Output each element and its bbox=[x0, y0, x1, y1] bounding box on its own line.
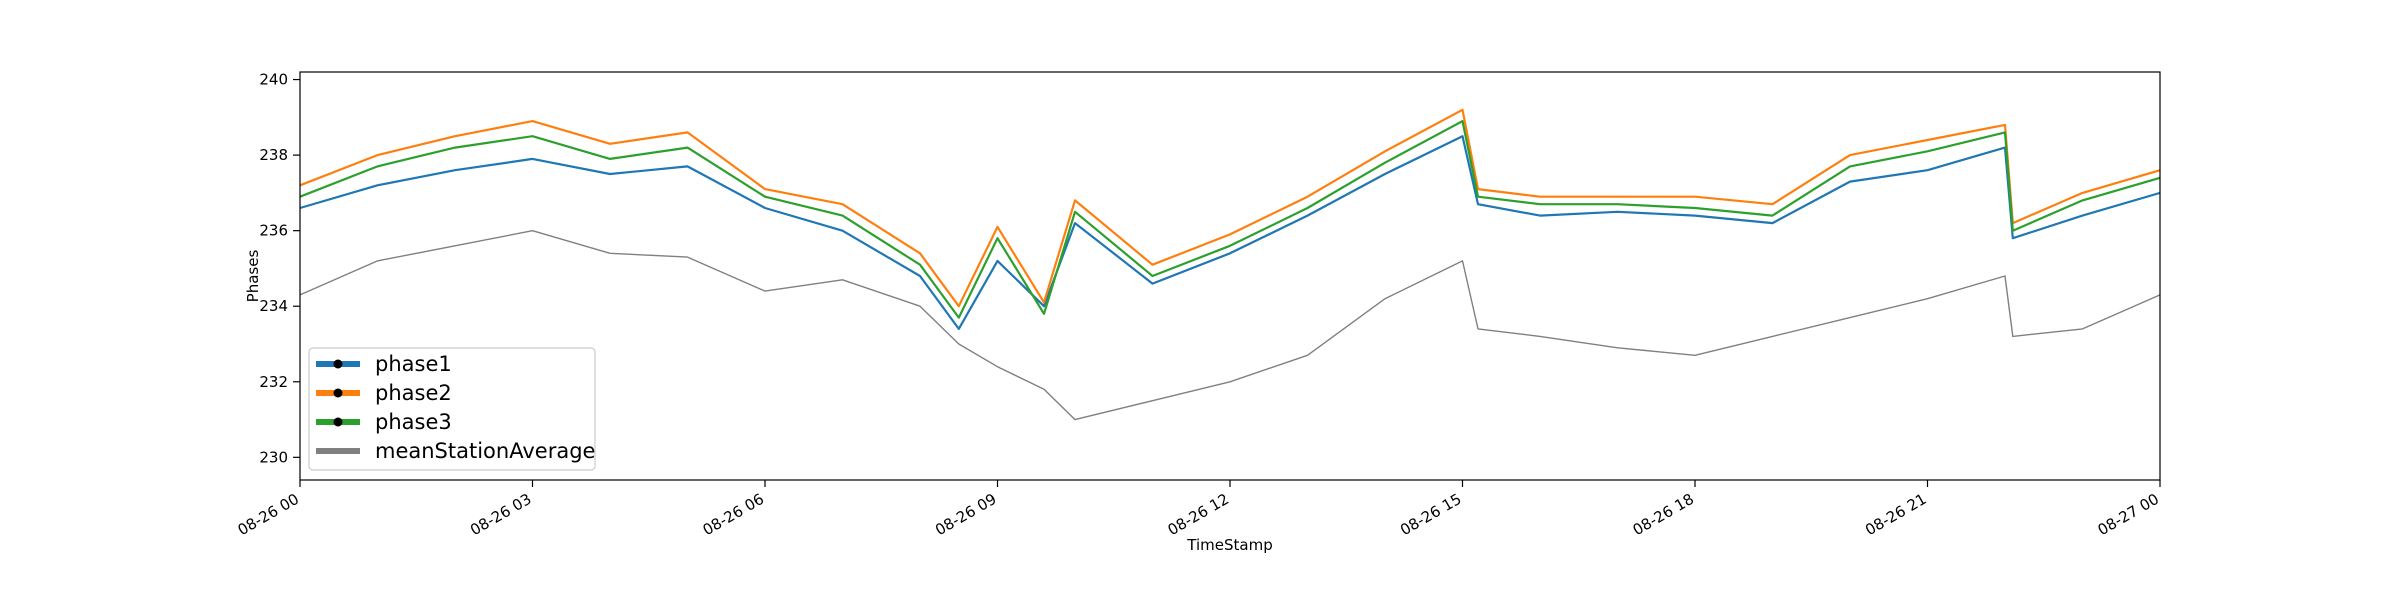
series-meanStationAverage-line bbox=[299, 229, 2161, 421]
y-axis-title: Phases bbox=[244, 250, 262, 303]
series-phase1-line bbox=[299, 135, 2161, 330]
x-axis-title: TimeStamp bbox=[1186, 536, 1272, 554]
y-tick-label: 240 bbox=[259, 71, 288, 89]
legend-marker-phase2 bbox=[333, 388, 343, 398]
legend: phase1 phase2 phase3 meanStationAverage bbox=[308, 347, 596, 471]
y-tick-label: 234 bbox=[259, 297, 288, 315]
y-axis: 230 232 234 236 238 240 bbox=[259, 71, 300, 466]
x-tick-label: 08-26 09 bbox=[932, 490, 999, 539]
x-tick-label: 08-26 18 bbox=[1630, 490, 1697, 539]
legend-label-meanStationAverage: meanStationAverage bbox=[375, 439, 595, 463]
legend-label-phase2: phase2 bbox=[375, 381, 452, 405]
legend-label-phase3: phase3 bbox=[375, 410, 452, 434]
legend-label-phase1: phase1 bbox=[375, 352, 452, 376]
legend-marker-phase3 bbox=[333, 417, 343, 427]
x-tick-label: 08-26 06 bbox=[700, 490, 767, 539]
x-tick-label: 08-26 21 bbox=[1862, 490, 1929, 539]
x-tick-label: 08-27 00 bbox=[2095, 490, 2162, 539]
legend-box bbox=[308, 347, 596, 471]
y-tick-label: 236 bbox=[259, 222, 288, 240]
y-tick-label: 238 bbox=[259, 146, 288, 164]
legend-marker-phase1 bbox=[333, 359, 343, 369]
x-tick-label: 08-26 00 bbox=[235, 490, 302, 539]
y-tick-label: 230 bbox=[259, 448, 288, 466]
x-tick-label: 08-26 03 bbox=[467, 490, 534, 539]
series-phase3-line bbox=[299, 119, 2161, 319]
x-axis: 08-26 00 08-26 03 08-26 06 08-26 09 08-26 12… bbox=[235, 480, 2162, 539]
series-phase2-line bbox=[299, 108, 2161, 308]
x-tick-label: 08-26 15 bbox=[1397, 490, 1464, 539]
series-layer bbox=[299, 108, 2161, 421]
x-tick-label: 08-26 12 bbox=[1165, 490, 1232, 539]
y-tick-label: 232 bbox=[259, 373, 288, 391]
